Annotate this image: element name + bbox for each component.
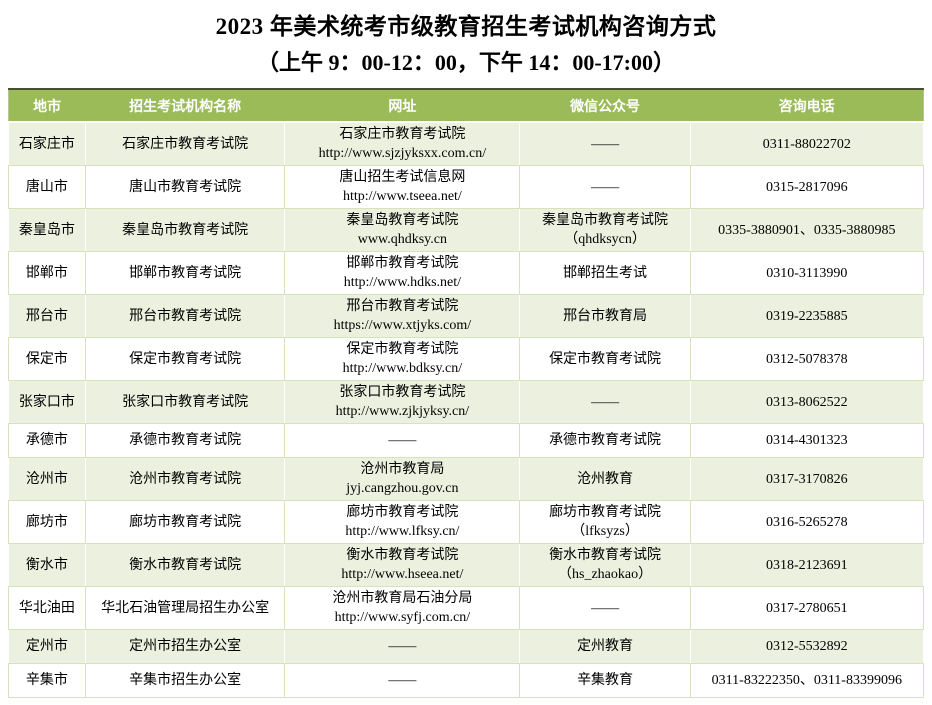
org-cell: 秦皇岛市教育考试院 — [84, 208, 286, 252]
header-row: 地市 招生考试机构名称 网址 微信公众号 咨询电话 — [8, 88, 924, 123]
website-cell: 石家庄市教育考试院 http://www.sjzjyksxx.com.cn/ — [284, 121, 521, 166]
city-cell: 辛集市 — [8, 663, 86, 698]
wechat-cell: —— — [519, 165, 691, 209]
website-cell: 邯郸市教育考试院 http://www.hdks.net/ — [284, 251, 521, 295]
table-row: 衡水市 衡水市教育考试院 衡水市教育考试院 http://www.hseea.net… — [8, 543, 925, 587]
org-cell: 石家庄市教育考试院 — [84, 121, 286, 166]
wechat-cell: 辛集教育 — [519, 663, 691, 698]
org-cell: 衡水市教育考试院 — [84, 543, 286, 587]
wechat-cell: 衡水市教育考试院 （hs_zhaokao） — [519, 543, 691, 587]
phone-cell: 0311-83222350、0311-83399096 — [689, 663, 925, 698]
website-cell: 唐山招生考试信息网 http://www.tseea.net/ — [284, 165, 521, 209]
table-row: 保定市 保定市教育考试院 保定市教育考试院 http://www.bdksy.cn/… — [8, 337, 925, 381]
website-cell: 沧州市教育局石油分局 http://www.syfj.com.cn/ — [284, 586, 521, 630]
wechat-cell: 邢台市教育局 — [519, 294, 691, 338]
table-row: 唐山市 唐山市教育考试院 唐山招生考试信息网 http://www.tseea.ne… — [8, 165, 925, 209]
org-cell: 保定市教育考试院 — [84, 337, 286, 381]
table-row: 定州市 定州市招生办公室 —— 定州教育 0312-5532892 — [8, 629, 925, 664]
city-cell: 廊坊市 — [8, 500, 86, 544]
city-cell: 保定市 — [8, 337, 86, 381]
header-wechat: 微信公众号 — [519, 88, 691, 123]
org-cell: 承德市教育考试院 — [84, 423, 286, 458]
wechat-cell: —— — [519, 121, 691, 166]
org-cell: 辛集市招生办公室 — [84, 663, 286, 698]
city-cell: 石家庄市 — [8, 121, 86, 166]
wechat-cell: 保定市教育考试院 — [519, 337, 691, 381]
phone-cell: 0317-3170826 — [689, 457, 925, 501]
website-cell: 张家口市教育考试院 http://www.zjkjyksy.cn/ — [284, 380, 521, 424]
phone-cell: 0312-5532892 — [689, 629, 925, 664]
website-cell: —— — [284, 423, 521, 458]
wechat-cell: 邯郸招生考试 — [519, 251, 691, 295]
website-cell: 保定市教育考试院 http://www.bdksy.cn/ — [284, 337, 521, 381]
phone-cell: 0313-8062522 — [689, 380, 925, 424]
wechat-cell: —— — [519, 586, 691, 630]
org-cell: 华北石油管理局招生办公室 — [84, 586, 286, 630]
org-cell: 廊坊市教育考试院 — [84, 500, 286, 544]
city-cell: 定州市 — [8, 629, 86, 664]
table-body: 石家庄市 石家庄市教育考试院 石家庄市教育考试院 http://www.sjzjyk… — [8, 121, 925, 698]
phone-cell: 0314-4301323 — [689, 423, 925, 458]
table-row: 辛集市 辛集市招生办公室 —— 辛集教育 0311-83222350、0311-8339… — [8, 663, 925, 698]
wechat-cell: 沧州教育 — [519, 457, 691, 501]
wechat-cell: 秦皇岛市教育考试院 （qhdksycn） — [519, 208, 691, 252]
city-cell: 承德市 — [8, 423, 86, 458]
city-cell: 邢台市 — [8, 294, 86, 338]
city-cell: 衡水市 — [8, 543, 86, 587]
phone-cell: 0311-88022702 — [689, 121, 925, 166]
wechat-cell: 承德市教育考试院 — [519, 423, 691, 458]
wechat-cell: 定州教育 — [519, 629, 691, 664]
website-cell: 邢台市教育考试院 https://www.xtjyks.com/ — [284, 294, 521, 338]
phone-cell: 0315-2817096 — [689, 165, 925, 209]
org-cell: 邢台市教育考试院 — [84, 294, 286, 338]
website-cell: 衡水市教育考试院 http://www.hseea.net/ — [284, 543, 521, 587]
city-cell: 唐山市 — [8, 165, 86, 209]
table-row: 张家口市 张家口市教育考试院 张家口市教育考试院 http://www.zjkjyk… — [8, 380, 925, 424]
city-cell: 沧州市 — [8, 457, 86, 501]
consultation-table: 地市 招生考试机构名称 网址 微信公众号 咨询电话 石家庄市 石家庄市教育考试院石… — [8, 88, 925, 698]
website-cell: 秦皇岛教育考试院 www.qhdksy.cn — [284, 208, 521, 252]
wechat-cell: —— — [519, 380, 691, 424]
page-title: 2023 年美术统考市级教育招生考试机构咨询方式 — [215, 14, 717, 39]
phone-cell: 0318-2123691 — [689, 543, 925, 587]
org-cell: 定州市招生办公室 — [84, 629, 286, 664]
table-row: 沧州市 沧州市教育考试院 沧州市教育局 jyj.cangzhou.gov.cn 沧州教… — [8, 457, 925, 501]
website-cell: 廊坊市教育考试院 http://www.lfksy.cn/ — [284, 500, 521, 544]
header-city: 地市 — [8, 88, 86, 123]
org-cell: 唐山市教育考试院 — [84, 165, 286, 209]
wechat-cell: 廊坊市教育考试院 （lfksyzs） — [519, 500, 691, 544]
phone-cell: 0335-3880901、0335-3880985 — [689, 208, 925, 252]
table-row: 石家庄市 石家庄市教育考试院 石家庄市教育考试院 http://www.sjzjyk… — [8, 121, 925, 166]
city-cell: 张家口市 — [8, 380, 86, 424]
website-cell: 沧州市教育局 jyj.cangzhou.gov.cn — [284, 457, 521, 501]
org-cell: 张家口市教育考试院 — [84, 380, 286, 424]
table-row: 邢台市 邢台市教育考试院 邢台市教育考试院 https://www.xtjyks.c… — [8, 294, 925, 338]
city-cell: 邯郸市 — [8, 251, 86, 295]
phone-cell: 0317-2780651 — [689, 586, 925, 630]
org-cell: 沧州市教育考试院 — [84, 457, 286, 501]
header-org: 招生考试机构名称 — [85, 88, 285, 123]
city-cell: 华北油田 — [8, 586, 86, 630]
header-phone: 咨询电话 — [690, 88, 924, 123]
table-row: 廊坊市 廊坊市教育考试院 廊坊市教育考试院 http://www.lfksy.cn/… — [8, 500, 925, 544]
table-row: 承德市 承德市教育考试院 —— 承德市教育考试院 0314-4301323 — [8, 423, 925, 458]
header-website: 网址 — [284, 88, 520, 123]
page-subtitle: （上午 9：00-12：00，下午 14：00-17:00） — [257, 50, 675, 75]
org-cell: 邯郸市教育考试院 — [84, 251, 286, 295]
website-cell: —— — [284, 663, 521, 698]
table-row: 华北油田 华北石油管理局招生办公室 沧州市教育局石油分局 http://www.sy… — [8, 586, 925, 630]
phone-cell: 0312-5078378 — [689, 337, 925, 381]
table-row: 邯郸市 邯郸市教育考试院 邯郸市教育考试院 http://www.hdks.net/… — [8, 251, 925, 295]
table-row: 秦皇岛市 秦皇岛市教育考试院 秦皇岛教育考试院 www.qhdksy.cn 秦皇岛市教… — [8, 208, 925, 252]
phone-cell: 0319-2235885 — [689, 294, 925, 338]
phone-cell: 0316-5265278 — [689, 500, 925, 544]
city-cell: 秦皇岛市 — [8, 208, 86, 252]
website-cell: —— — [284, 629, 521, 664]
phone-cell: 0310-3113990 — [689, 251, 925, 295]
